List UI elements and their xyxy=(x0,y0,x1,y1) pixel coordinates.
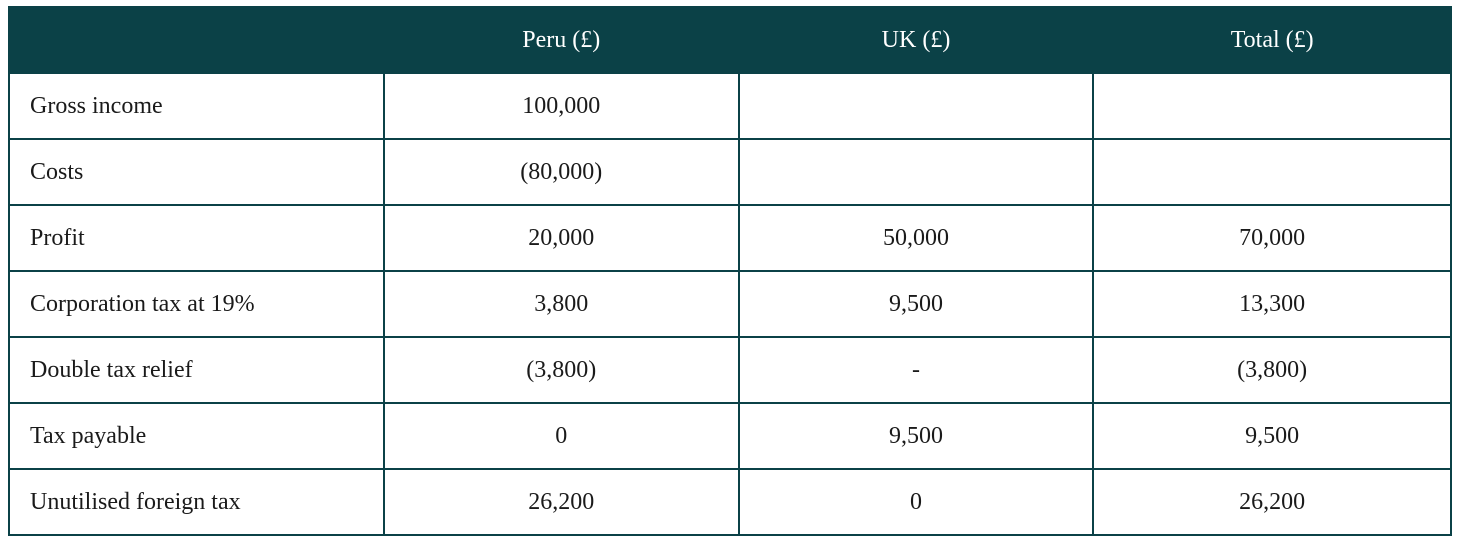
tax-table: Peru (£) UK (£) Total (£) Gross income 1… xyxy=(8,6,1452,536)
cell-uk: 50,000 xyxy=(739,205,1094,271)
cell-total: 26,200 xyxy=(1093,469,1451,535)
cell-total xyxy=(1093,73,1451,139)
table-row: Corporation tax at 19% 3,800 9,500 13,30… xyxy=(9,271,1451,337)
row-label: Corporation tax at 19% xyxy=(9,271,384,337)
row-label: Double tax relief xyxy=(9,337,384,403)
col-header-peru: Peru (£) xyxy=(384,7,739,73)
row-label: Costs xyxy=(9,139,384,205)
cell-peru: 100,000 xyxy=(384,73,739,139)
row-label: Gross income xyxy=(9,73,384,139)
cell-peru: 20,000 xyxy=(384,205,739,271)
cell-uk xyxy=(739,139,1094,205)
cell-peru: 3,800 xyxy=(384,271,739,337)
row-label: Tax payable xyxy=(9,403,384,469)
cell-peru: (3,800) xyxy=(384,337,739,403)
cell-uk: 0 xyxy=(739,469,1094,535)
table-row: Double tax relief (3,800) - (3,800) xyxy=(9,337,1451,403)
col-header-total: Total (£) xyxy=(1093,7,1451,73)
cell-peru: 26,200 xyxy=(384,469,739,535)
row-label: Unutilised foreign tax xyxy=(9,469,384,535)
table-row: Costs (80,000) xyxy=(9,139,1451,205)
cell-uk: 9,500 xyxy=(739,403,1094,469)
table-row: Tax payable 0 9,500 9,500 xyxy=(9,403,1451,469)
table-row: Unutilised foreign tax 26,200 0 26,200 xyxy=(9,469,1451,535)
cell-peru: (80,000) xyxy=(384,139,739,205)
table-container: Peru (£) UK (£) Total (£) Gross income 1… xyxy=(0,0,1460,540)
cell-uk: - xyxy=(739,337,1094,403)
cell-total: (3,800) xyxy=(1093,337,1451,403)
table-row: Profit 20,000 50,000 70,000 xyxy=(9,205,1451,271)
cell-total: 9,500 xyxy=(1093,403,1451,469)
cell-total: 70,000 xyxy=(1093,205,1451,271)
header-row: Peru (£) UK (£) Total (£) xyxy=(9,7,1451,73)
col-header-uk: UK (£) xyxy=(739,7,1094,73)
row-label: Profit xyxy=(9,205,384,271)
cell-uk: 9,500 xyxy=(739,271,1094,337)
col-header-blank xyxy=(9,7,384,73)
cell-uk xyxy=(739,73,1094,139)
cell-total: 13,300 xyxy=(1093,271,1451,337)
cell-peru: 0 xyxy=(384,403,739,469)
table-row: Gross income 100,000 xyxy=(9,73,1451,139)
cell-total xyxy=(1093,139,1451,205)
